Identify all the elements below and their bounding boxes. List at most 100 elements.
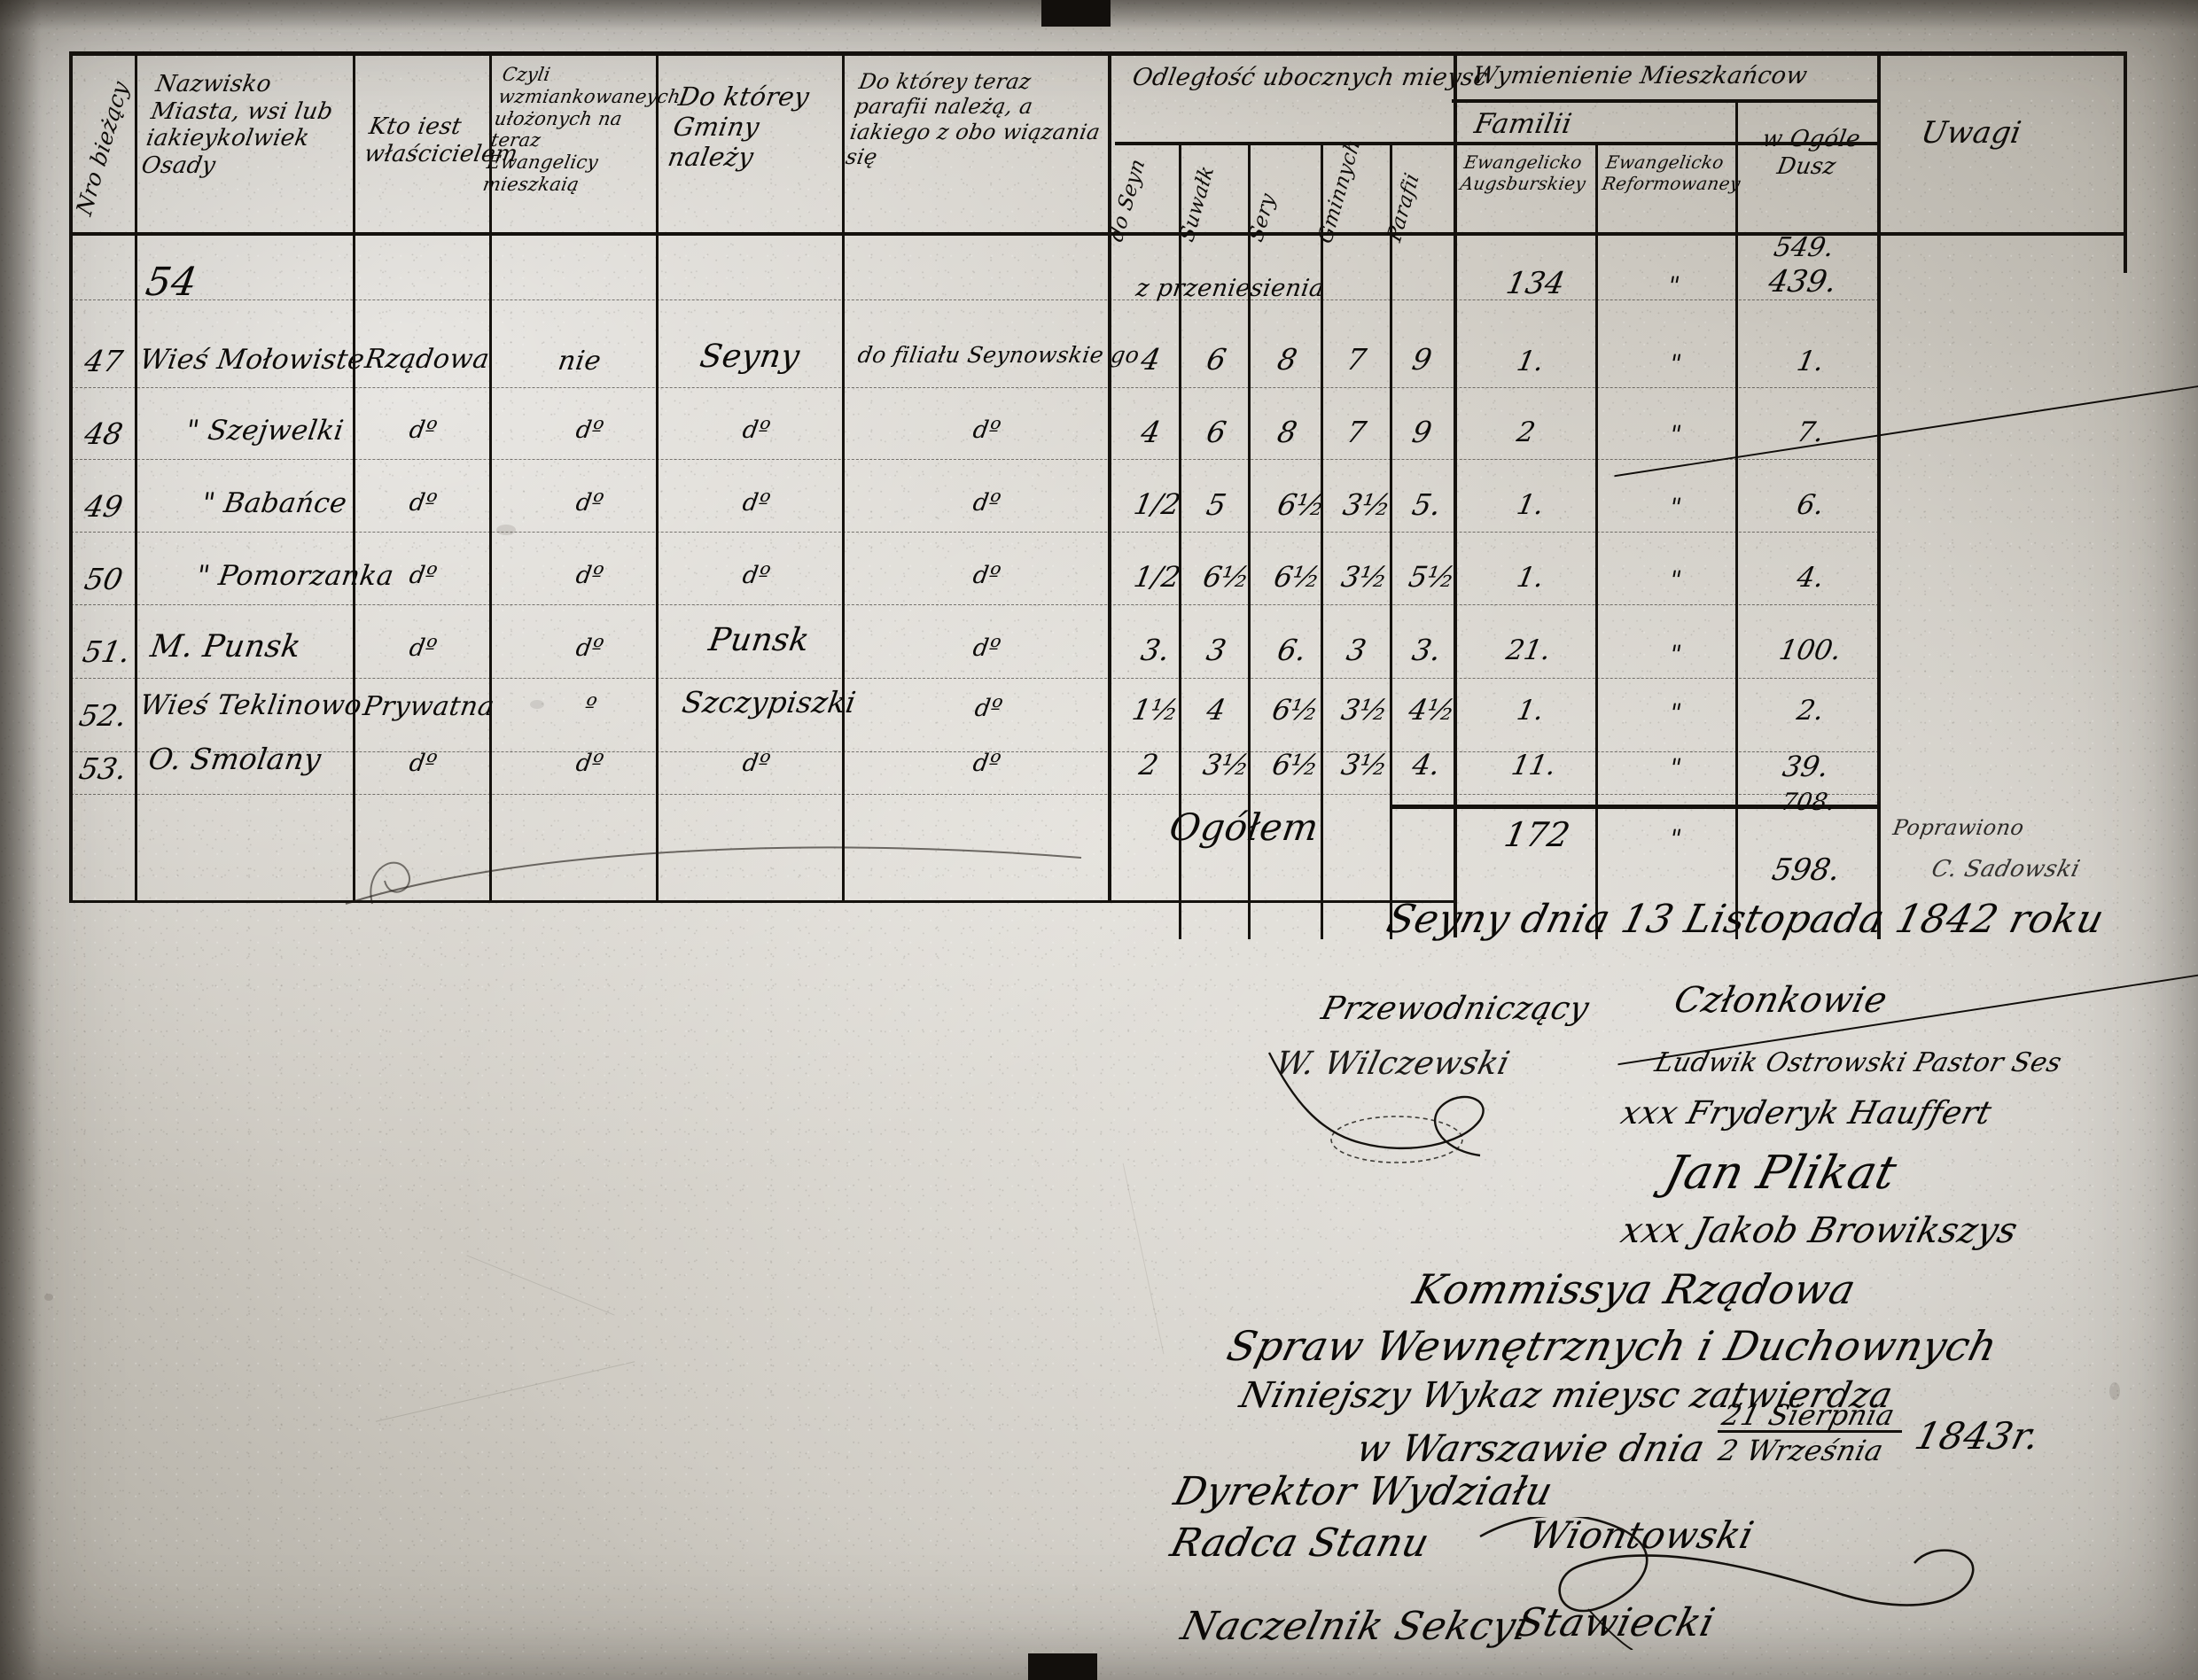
col-rule-right-edge [2124,51,2127,273]
row-evangelical: dº [573,416,606,444]
col-rule-parish [1108,51,1111,902]
row-fam-aug: 1. [1514,562,1547,594]
col-rule-d-seyn [1179,142,1181,939]
row-commune: dº [740,489,773,517]
col-rule-d-sery [1321,142,1323,939]
row-d-sery: 8 [1274,342,1300,377]
total-remark-note: Poprawiono [1890,815,2026,840]
row-evangelical: º [582,693,599,720]
chair-paraph-flourish [1267,1052,1485,1163]
header-remarks: Uwagi [1918,115,2024,151]
row-guide-51 [71,678,1879,679]
row-d-par: 4½ [1406,693,1459,727]
row-owner: dº [407,562,440,589]
row-evangelical: dº [573,489,606,517]
row-souls: 4. [1794,562,1828,594]
row-souls: 100. [1776,634,1844,666]
row-d-gmin: 3½ [1340,487,1394,522]
row-owner: dº [407,416,440,444]
approval-date-divider [1718,1430,1902,1433]
row-name: " Szejwelki [183,415,347,447]
row-d-par: 5. [1409,487,1445,522]
member-signature: xxx Jakob Browikszys [1617,1210,2023,1251]
row-souls: 39. [1780,750,1832,783]
paper-scratch [466,1255,615,1316]
inhabitants-group-underline [1452,99,1877,103]
total-fam-ref: " [1666,824,1685,853]
row-d-par: 3. [1409,633,1445,667]
row-souls: 1. [1794,346,1828,377]
row-souls: 2. [1794,695,1828,727]
row-commune: dº [740,416,773,444]
pen-sweep-artifact [345,846,1082,905]
row-name: " Pomorzanka [194,560,397,592]
row-name: " Babańce [199,487,349,519]
table-top-border [69,51,2125,56]
row-fam-ref: " [1666,753,1685,782]
row-nr: 50 [82,562,126,596]
header-evangelical: Czyli wzmiankowaneych ułożonych na teraz… [481,64,682,195]
row-fam-aug: 21. [1503,634,1554,666]
section-chief-label: Naczelnik Sekcyi [1176,1604,1534,1649]
director-label-1: Dyrektor Wydziału [1169,1469,1558,1514]
flourish-artifact [370,861,410,905]
member-signature: Ludwik Ostrowski Pastor Ses [1651,1047,2065,1078]
director-paraph-flourish [1479,1517,1975,1650]
row-fam-ref: " [1666,640,1685,669]
row-guide-52 [71,751,1879,752]
approval-date-top: 21 Sierpnia [1719,1398,1898,1432]
row-d-gmin: 7 [1344,342,1369,377]
carryover-page-marker: 54 [143,260,200,305]
chair-label: Przewodniczący [1317,991,1594,1027]
row-d-seyn: 4 [1138,415,1164,449]
col-rule-d-gmin [1390,142,1392,939]
row-evangelical: nie [556,346,604,377]
col-rule-souls [1877,51,1881,939]
total-fam-aug: 172 [1500,815,1573,854]
carryover-souls-corrected: 549. [1771,232,1837,263]
row-d-par: 9 [1409,342,1435,377]
approval-line-2: Spraw Wewnętrznych i Duchownych [1222,1322,2003,1370]
row-d-gmin: 3½ [1338,560,1391,594]
row-d-suw: 3 [1204,633,1229,667]
row-nr: 52. [76,698,130,733]
row-nr: 48 [82,416,126,451]
row-d-suw: 6 [1204,342,1229,377]
row-parish: dº [972,695,1005,722]
row-commune: Seyny [697,338,803,375]
row-d-suw: 6½ [1200,560,1253,594]
header-families-group: Familii [1471,108,1575,140]
header-fam-aug: Ewangelicko Augsburskiey [1458,152,1588,194]
row-nr: 53. [76,751,130,786]
row-fam-aug: 2 [1514,416,1539,448]
row-name: Wieś Mołowiste [137,344,368,376]
row-fam-ref: " [1666,565,1685,595]
row-fam-ref: " [1666,420,1685,449]
row-d-sery: 8 [1274,415,1300,449]
paper-scratch [375,1361,635,1422]
row-evangelical: dº [573,634,606,662]
header-name: Nazwisko Miasta, wsi lub iakieykolwiek O… [139,71,336,180]
row-owner: dº [407,750,440,777]
families-group-underline [1452,142,1735,145]
member-signature: Jan Plikat [1659,1147,1903,1200]
carryover-label: z przeniesienia [1134,275,1327,302]
total-rule [1390,805,1877,809]
row-d-seyn: 1½ [1129,693,1182,727]
row-name: O. Smolany [146,742,324,776]
row-commune: Punsk [705,622,813,658]
row-d-suw: 3½ [1200,748,1253,782]
header-nr: Nro bieżący [71,77,134,220]
header-souls: w Ogóle Dusz [1760,126,1863,180]
row-fam-ref: " [1666,349,1685,378]
row-guide-53 [71,794,1879,795]
row-owner: Rządowa [362,344,492,375]
row-parish: dº [970,416,1003,444]
row-fam-aug: 1. [1514,489,1547,521]
row-commune: dº [740,750,773,777]
row-d-gmin: 3 [1344,633,1369,667]
carryover-fam-aug: 134 [1503,266,1568,301]
row-owner: Prywatna [361,691,497,722]
row-owner: dº [407,489,440,517]
row-d-gmin: 3½ [1338,748,1391,782]
